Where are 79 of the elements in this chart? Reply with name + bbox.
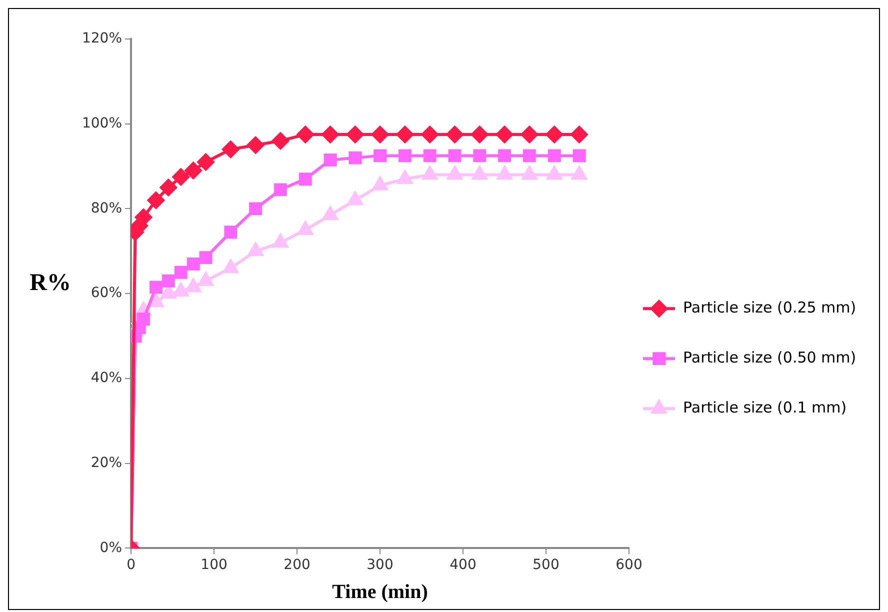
point bbox=[572, 166, 587, 180]
point bbox=[372, 126, 389, 143]
y-tick-label: 100% bbox=[82, 116, 122, 132]
point bbox=[248, 242, 264, 256]
legend-label: Particle size (0.50 mm) bbox=[683, 348, 856, 366]
point bbox=[498, 149, 511, 162]
point bbox=[548, 149, 561, 162]
point bbox=[224, 226, 238, 239]
point bbox=[134, 208, 152, 226]
point bbox=[448, 149, 462, 162]
point bbox=[272, 234, 288, 248]
point bbox=[162, 274, 175, 288]
point bbox=[496, 166, 512, 180]
point bbox=[249, 202, 262, 216]
x-tick-label: 200 bbox=[284, 557, 310, 574]
legend-label: Particle size (0.1 mm) bbox=[683, 398, 847, 416]
point bbox=[222, 140, 240, 158]
y-tick-label: 40% bbox=[90, 370, 122, 386]
point bbox=[372, 176, 388, 190]
point bbox=[186, 278, 201, 292]
point bbox=[223, 260, 238, 274]
y-tick-label: 0% bbox=[100, 540, 122, 556]
x-tick-label: 400 bbox=[450, 557, 476, 574]
point bbox=[199, 251, 212, 264]
point bbox=[296, 126, 314, 143]
point bbox=[198, 272, 214, 286]
y-tick-label: 80% bbox=[90, 200, 122, 216]
point bbox=[348, 151, 362, 164]
point bbox=[324, 153, 337, 166]
point bbox=[572, 149, 586, 162]
point bbox=[398, 149, 412, 162]
point bbox=[374, 149, 386, 162]
point bbox=[396, 126, 414, 143]
legend-label: Particle size (0.25 mm) bbox=[683, 298, 856, 316]
point bbox=[520, 126, 538, 143]
x-axis-title: Time (min) bbox=[332, 581, 428, 604]
point bbox=[186, 257, 200, 270]
point bbox=[147, 192, 164, 209]
point bbox=[160, 179, 177, 196]
point bbox=[184, 162, 202, 180]
y-tick-label: 120% bbox=[82, 30, 122, 47]
point bbox=[522, 149, 536, 162]
point bbox=[322, 206, 338, 220]
point bbox=[298, 221, 313, 235]
point bbox=[272, 132, 289, 150]
point bbox=[298, 172, 312, 186]
point bbox=[496, 126, 514, 143]
point bbox=[247, 136, 264, 154]
x-tick-label: 100 bbox=[200, 557, 228, 574]
point bbox=[546, 166, 562, 180]
point bbox=[397, 170, 412, 184]
point bbox=[173, 282, 188, 296]
x-tick-label: 300 bbox=[366, 557, 394, 574]
point bbox=[446, 126, 464, 143]
y-tick-label: 60% bbox=[90, 285, 122, 302]
x-tick-label: 600 bbox=[616, 557, 642, 574]
point bbox=[346, 126, 364, 143]
y-tick-label: 20% bbox=[90, 454, 122, 471]
point bbox=[570, 126, 588, 143]
x-tick-label: 0 bbox=[126, 557, 136, 574]
point bbox=[472, 166, 488, 180]
point bbox=[197, 154, 214, 171]
point bbox=[174, 266, 188, 279]
point bbox=[421, 126, 438, 143]
point bbox=[172, 168, 190, 186]
point bbox=[149, 280, 162, 294]
point bbox=[160, 285, 176, 299]
point bbox=[322, 126, 339, 143]
point bbox=[473, 149, 486, 162]
point bbox=[447, 166, 462, 180]
point bbox=[274, 183, 287, 196]
point bbox=[423, 149, 436, 162]
point bbox=[522, 166, 537, 180]
point bbox=[422, 166, 438, 180]
x-tick-label: 500 bbox=[532, 557, 560, 574]
y-axis-title: R% bbox=[30, 270, 71, 296]
point bbox=[546, 126, 563, 143]
point bbox=[471, 126, 488, 143]
point bbox=[348, 192, 363, 206]
